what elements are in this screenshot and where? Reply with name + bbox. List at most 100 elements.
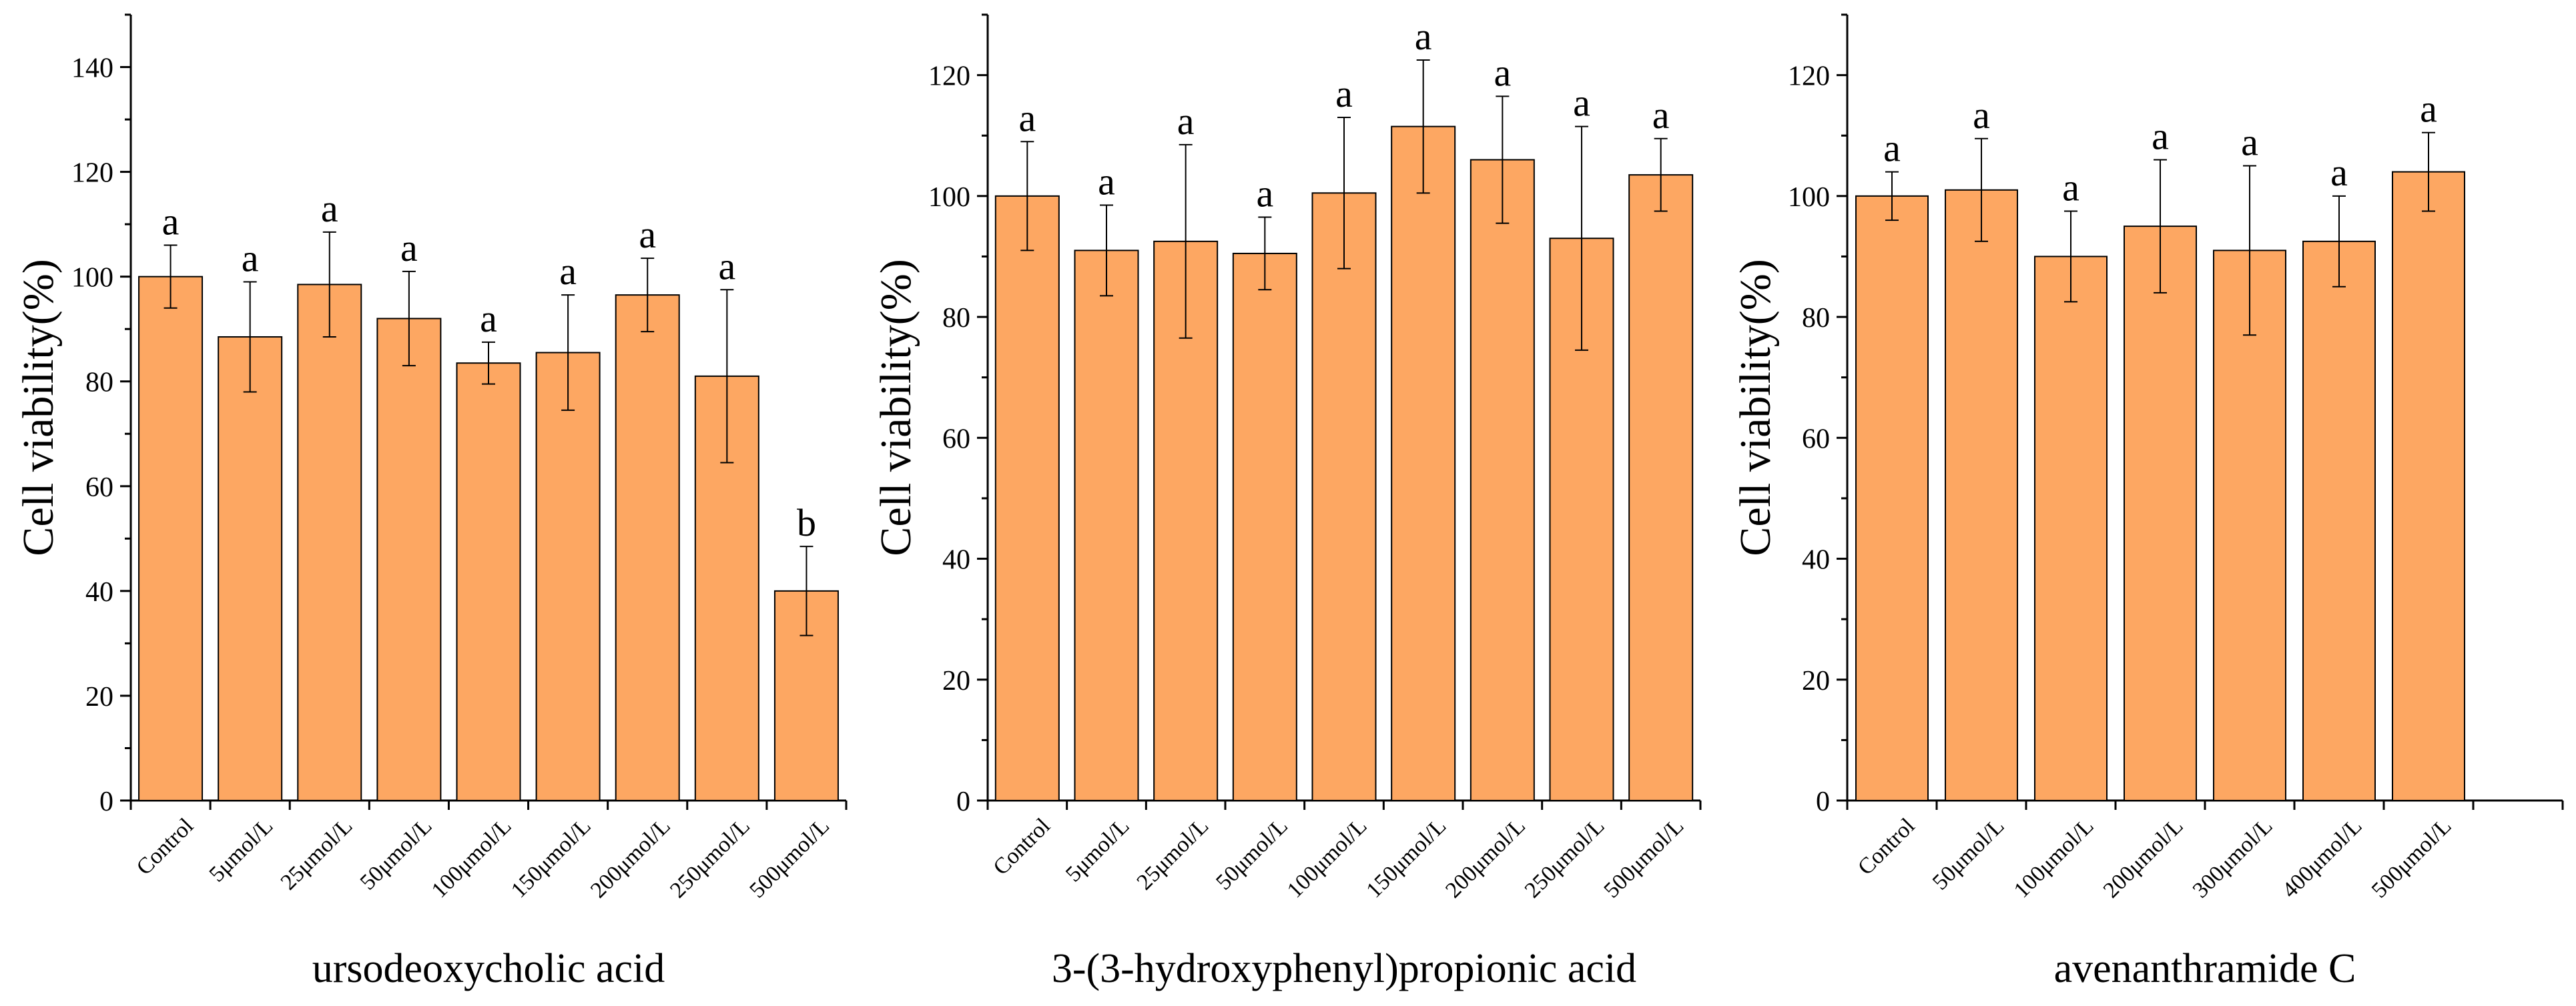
bar xyxy=(2302,240,2376,801)
category-label: 300μmol/L xyxy=(2188,813,2278,903)
y-tick-label: 40 xyxy=(1802,545,1830,576)
bar xyxy=(2124,225,2197,801)
category-label: Control xyxy=(1853,813,1920,880)
category-label: 150μmol/L xyxy=(507,813,596,903)
category-label: 25μmol/L xyxy=(276,813,358,895)
significance-label: a xyxy=(2241,121,2258,164)
bar xyxy=(456,362,521,801)
bar xyxy=(2392,171,2465,802)
category-label: 100μmol/L xyxy=(1283,813,1372,903)
significance-label: a xyxy=(400,226,418,270)
category-label: Control xyxy=(988,813,1055,880)
y-tick-label: 100 xyxy=(1788,182,1830,213)
significance-label: a xyxy=(1256,172,1273,215)
bar xyxy=(1311,192,1377,802)
y-tick-label: 20 xyxy=(942,666,970,696)
significance-label: a xyxy=(2152,114,2169,157)
x-axis-title: ursodeoxycholic acid xyxy=(312,946,665,991)
bar xyxy=(994,195,1060,802)
category-label: 500μmol/L xyxy=(1599,813,1688,903)
category-label: 150μmol/L xyxy=(1361,813,1451,903)
significance-label: a xyxy=(1415,15,1432,58)
x-axis-title: 3-(3-hydroxyphenyl)propionic acid xyxy=(1052,946,1636,991)
y-tick-label: 20 xyxy=(85,682,113,712)
significance-label: a xyxy=(480,297,497,340)
y-axis-title: Cell viability(%) xyxy=(872,259,920,556)
y-tick-label: 60 xyxy=(85,472,113,503)
category-label: 250μmol/L xyxy=(1520,813,1610,903)
bar xyxy=(1855,195,1929,802)
significance-label: a xyxy=(242,237,259,280)
bar xyxy=(218,336,283,802)
bar xyxy=(1470,159,1535,801)
y-tick-label: 60 xyxy=(1802,424,1830,454)
significance-label: b xyxy=(797,501,816,544)
y-tick-label: 80 xyxy=(942,303,970,334)
y-tick-label: 140 xyxy=(71,53,113,84)
significance-label: a xyxy=(1883,127,1901,170)
bar xyxy=(1391,125,1456,801)
significance-label: a xyxy=(321,187,338,230)
significance-label: a xyxy=(559,249,577,293)
category-label: 50μmol/L xyxy=(1928,813,2009,895)
y-tick-label: 40 xyxy=(85,577,113,608)
bar xyxy=(1945,189,2018,801)
y-tick-label: 0 xyxy=(1816,787,1830,817)
category-label: 250μmol/L xyxy=(665,813,755,903)
y-tick-label: 120 xyxy=(1788,61,1830,92)
bar xyxy=(1628,174,1694,801)
category-label: 25μmol/L xyxy=(1132,813,1213,895)
y-tick-label: 0 xyxy=(956,787,970,817)
y-tick-label: 100 xyxy=(928,182,970,213)
significance-label: a xyxy=(1573,81,1590,125)
bar xyxy=(535,352,601,801)
category-label: 50μmol/L xyxy=(1211,813,1293,895)
chart-panel-hydroxyphenylpropionic-acid: 0 20 40 60 80 100 120 Cell viability(%) a Control… xyxy=(872,13,1702,991)
bar xyxy=(2034,256,2108,801)
significance-label: a xyxy=(1652,93,1670,137)
x-axis-title: avenanthramide C xyxy=(2054,946,2356,991)
category-label: 500μmol/L xyxy=(2367,813,2457,903)
significance-label: a xyxy=(1177,99,1195,143)
category-label: 100μmol/L xyxy=(427,813,517,903)
y-tick-label: 120 xyxy=(71,158,113,189)
chart-panel-ursodeoxycholic-acid: 0 20 40 60 80 100 120 140 Cell viability(%) a Cont… xyxy=(14,13,848,991)
category-label: 5μmol/L xyxy=(204,813,278,887)
y-tick-label: 80 xyxy=(1802,303,1830,334)
significance-label: a xyxy=(1494,51,1511,94)
bar xyxy=(2213,249,2286,801)
category-label: 500μmol/L xyxy=(745,813,834,903)
category-label: 5μmol/L xyxy=(1061,813,1135,887)
significance-label: a xyxy=(2062,166,2079,209)
y-tick-label: 0 xyxy=(99,787,113,817)
bar xyxy=(1232,252,1297,801)
bar xyxy=(297,284,362,801)
significance-label: a xyxy=(1098,159,1115,203)
chart-panel-avenanthramide-c: 0 20 40 60 80 100 120 Cell viability(%) a Control… xyxy=(1731,13,2564,991)
y-tick-label: 120 xyxy=(928,61,970,92)
y-tick-label: 40 xyxy=(942,545,970,576)
bar xyxy=(376,318,442,801)
significance-label: a xyxy=(2420,87,2437,131)
y-axis-title: Cell viability(%) xyxy=(1731,259,1780,556)
significance-label: a xyxy=(1335,72,1353,115)
bar xyxy=(615,294,680,801)
significance-label: a xyxy=(639,213,656,256)
significance-label: a xyxy=(2330,151,2348,194)
category-label: 200μmol/L xyxy=(586,813,675,903)
y-tick-label: 80 xyxy=(85,368,113,398)
y-tick-label: 20 xyxy=(1802,666,1830,696)
significance-label: a xyxy=(1973,93,1990,137)
category-label: 400μmol/L xyxy=(2278,813,2367,903)
category-label: Control xyxy=(132,813,199,880)
y-tick-label: 100 xyxy=(71,263,113,294)
bar xyxy=(1074,249,1139,801)
y-axis-title: Cell viability(%) xyxy=(14,259,63,556)
bar xyxy=(138,276,204,801)
category-label: 50μmol/L xyxy=(356,813,437,895)
category-label: 200μmol/L xyxy=(2099,813,2188,903)
significance-label: a xyxy=(1018,96,1036,139)
category-label: 200μmol/L xyxy=(1441,813,1530,903)
significance-label: a xyxy=(162,200,180,243)
